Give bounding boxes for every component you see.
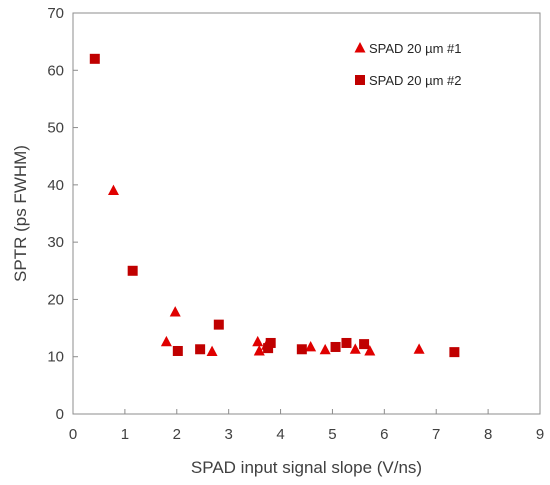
- data-point-triangle: [169, 306, 181, 317]
- data-point-square: [265, 337, 276, 348]
- plot-frame: [72, 12, 541, 415]
- legend-label: SPAD 20 µm #2: [369, 73, 462, 88]
- data-point-square: [195, 344, 206, 355]
- data-point-square: [359, 339, 370, 350]
- y-tick-label: 60: [47, 62, 64, 79]
- x-axis-title: SPAD input signal slope (V/ns): [191, 458, 422, 477]
- data-point-square: [89, 53, 100, 64]
- data-point-square: [213, 319, 224, 330]
- data-point-triangle: [160, 335, 172, 347]
- y-tick-label: 50: [47, 120, 64, 137]
- data-point-triangle: [107, 184, 119, 196]
- data-point-triangle: [252, 335, 264, 347]
- data-point-triangle: [253, 345, 265, 356]
- series-2: [89, 53, 460, 358]
- x-tick-label: 8: [484, 426, 492, 443]
- x-tick-label: 1: [121, 426, 129, 443]
- y-tick-label: 70: [47, 5, 64, 22]
- legend-label: SPAD 20 µm #1: [369, 41, 462, 56]
- data-point-square: [330, 341, 341, 352]
- x-tick-label: 4: [276, 426, 284, 443]
- y-axis-title: SPTR (ps FWHM): [11, 145, 30, 282]
- legend-item: SPAD 20 µm #1: [354, 41, 462, 56]
- x-tick-label: 5: [328, 426, 336, 443]
- x-tick-label: 6: [380, 426, 388, 443]
- data-points: [89, 53, 460, 358]
- data-point-triangle: [349, 343, 361, 354]
- data-point-triangle: [364, 345, 376, 356]
- axes: [72, 12, 541, 415]
- x-tick-label: 7: [432, 426, 440, 443]
- data-point-triangle: [305, 341, 317, 352]
- x-tick-label: 3: [224, 426, 232, 443]
- data-point-triangle: [413, 343, 425, 354]
- x-tick-label: 0: [69, 426, 77, 443]
- data-point-triangle: [206, 345, 218, 357]
- legend: SPAD 20 µm #1 SPAD 20 µm #2: [354, 41, 462, 88]
- legend-marker-square: [355, 75, 365, 85]
- x-tick-label: 9: [536, 426, 544, 443]
- y-tick-label: 20: [47, 291, 64, 308]
- data-point-square: [296, 344, 307, 355]
- y-tick-label: 40: [47, 177, 64, 194]
- legend-item: SPAD 20 µm #2: [355, 73, 462, 88]
- data-point-square: [263, 343, 274, 354]
- x-tick-label: 2: [173, 426, 181, 443]
- data-point-square: [449, 347, 460, 358]
- tick-labels: 0 1 2 3 4 5 6 7 8 9 0 10 20 30 40 50 60 70: [47, 5, 544, 443]
- data-point-square: [127, 265, 138, 276]
- series-1: [107, 184, 425, 357]
- legend-marker-triangle: [354, 42, 366, 53]
- data-point-triangle: [319, 343, 331, 355]
- y-tick-label: 30: [47, 234, 64, 251]
- y-tick-label: 0: [56, 406, 64, 423]
- data-point-square: [341, 337, 352, 348]
- y-tick-label: 10: [47, 349, 64, 366]
- data-point-square: [172, 345, 183, 356]
